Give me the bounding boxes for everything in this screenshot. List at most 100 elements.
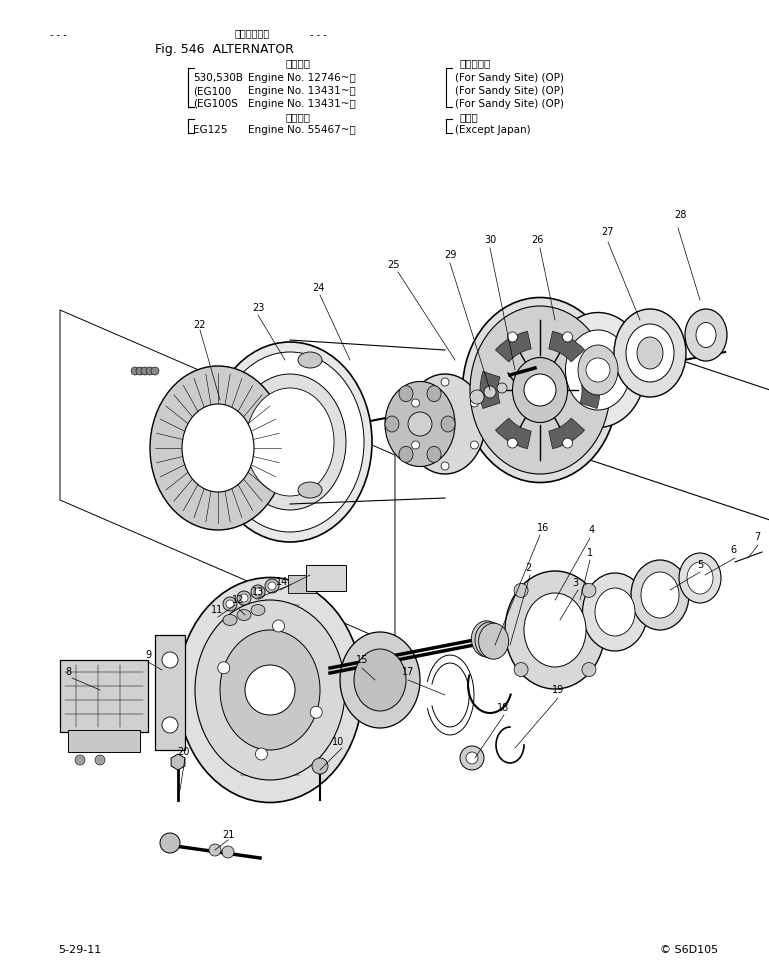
Ellipse shape — [505, 571, 605, 689]
Wedge shape — [480, 372, 500, 409]
Text: 9: 9 — [145, 650, 151, 660]
Ellipse shape — [354, 649, 406, 711]
FancyBboxPatch shape — [60, 660, 148, 732]
Text: (For Sandy Site) (OP): (For Sandy Site) (OP) — [455, 73, 564, 83]
Wedge shape — [549, 332, 584, 362]
Text: 8: 8 — [65, 667, 71, 677]
Text: 砂厄地仕様: 砂厄地仕様 — [460, 58, 491, 68]
Circle shape — [218, 662, 230, 673]
Text: Engine No. 13431~）: Engine No. 13431~） — [248, 99, 356, 109]
Text: 20: 20 — [177, 747, 189, 757]
Circle shape — [254, 588, 262, 596]
Circle shape — [582, 663, 596, 676]
Text: 7: 7 — [754, 532, 760, 542]
Text: Fig. 546  ALTERNATOR: Fig. 546 ALTERNATOR — [155, 43, 294, 56]
Circle shape — [514, 663, 528, 676]
Circle shape — [563, 438, 573, 448]
Text: 17: 17 — [402, 667, 414, 677]
Ellipse shape — [475, 622, 505, 658]
Text: 適用号機: 適用号機 — [285, 58, 310, 68]
Text: 2: 2 — [525, 563, 531, 573]
Ellipse shape — [182, 404, 254, 492]
Ellipse shape — [626, 324, 674, 382]
Ellipse shape — [551, 312, 645, 427]
Text: 13: 13 — [252, 587, 264, 597]
Circle shape — [162, 652, 178, 668]
Ellipse shape — [427, 447, 441, 462]
Ellipse shape — [524, 593, 586, 667]
Circle shape — [131, 367, 139, 375]
Circle shape — [75, 755, 85, 765]
Ellipse shape — [578, 345, 618, 395]
Wedge shape — [549, 418, 584, 449]
Ellipse shape — [150, 366, 286, 530]
Circle shape — [268, 582, 276, 590]
Text: 15: 15 — [356, 655, 368, 665]
Text: (Except Japan): (Except Japan) — [455, 125, 531, 135]
Ellipse shape — [679, 553, 721, 603]
Ellipse shape — [512, 357, 568, 422]
Circle shape — [471, 399, 478, 407]
Ellipse shape — [399, 385, 413, 402]
Ellipse shape — [251, 604, 265, 616]
Ellipse shape — [441, 416, 455, 432]
Ellipse shape — [427, 385, 441, 402]
Circle shape — [514, 584, 528, 597]
Circle shape — [151, 367, 159, 375]
Circle shape — [460, 746, 484, 770]
Polygon shape — [171, 754, 185, 770]
Circle shape — [524, 374, 556, 406]
Ellipse shape — [216, 352, 364, 532]
Circle shape — [240, 594, 248, 602]
Ellipse shape — [385, 381, 455, 466]
Text: 18: 18 — [497, 703, 509, 713]
Circle shape — [508, 332, 518, 342]
Circle shape — [223, 597, 237, 611]
Circle shape — [209, 844, 221, 856]
Text: 5: 5 — [697, 560, 703, 570]
Ellipse shape — [631, 560, 689, 630]
Text: 28: 28 — [674, 210, 686, 220]
FancyBboxPatch shape — [306, 565, 346, 591]
Text: 19: 19 — [552, 685, 564, 695]
Ellipse shape — [595, 588, 635, 636]
Text: オルタネータ: オルタネータ — [235, 28, 270, 38]
Ellipse shape — [470, 306, 610, 474]
Circle shape — [141, 367, 149, 375]
Circle shape — [563, 332, 573, 342]
Circle shape — [582, 584, 596, 597]
Ellipse shape — [405, 374, 485, 474]
Ellipse shape — [696, 322, 716, 347]
Wedge shape — [495, 332, 531, 362]
Text: (For Sandy Site) (OP): (For Sandy Site) (OP) — [455, 86, 564, 96]
Text: Engine No. 12746~）: Engine No. 12746~） — [248, 73, 356, 83]
Circle shape — [408, 412, 432, 436]
Circle shape — [265, 579, 279, 593]
Text: Engine No. 13431~）: Engine No. 13431~） — [248, 86, 356, 96]
Ellipse shape — [208, 342, 372, 542]
Text: 24: 24 — [311, 283, 325, 293]
Ellipse shape — [178, 578, 362, 803]
FancyBboxPatch shape — [288, 575, 316, 593]
Polygon shape — [155, 635, 185, 750]
Ellipse shape — [298, 352, 322, 368]
Circle shape — [251, 585, 265, 599]
Text: 11: 11 — [211, 605, 223, 615]
Text: 530,530B: 530,530B — [193, 73, 243, 83]
Ellipse shape — [385, 416, 399, 432]
Text: 22: 22 — [194, 320, 206, 330]
Circle shape — [146, 367, 154, 375]
Text: 21: 21 — [221, 830, 235, 840]
Ellipse shape — [565, 330, 631, 410]
Circle shape — [272, 620, 285, 632]
Text: - - -: - - - — [50, 30, 67, 40]
Ellipse shape — [399, 447, 413, 462]
Text: 25: 25 — [388, 260, 400, 270]
Text: 適用号機: 適用号機 — [285, 112, 310, 122]
Wedge shape — [495, 418, 531, 449]
Circle shape — [245, 665, 295, 715]
Text: 29: 29 — [444, 250, 456, 260]
Ellipse shape — [687, 562, 713, 594]
Circle shape — [222, 846, 234, 858]
Ellipse shape — [462, 298, 618, 483]
